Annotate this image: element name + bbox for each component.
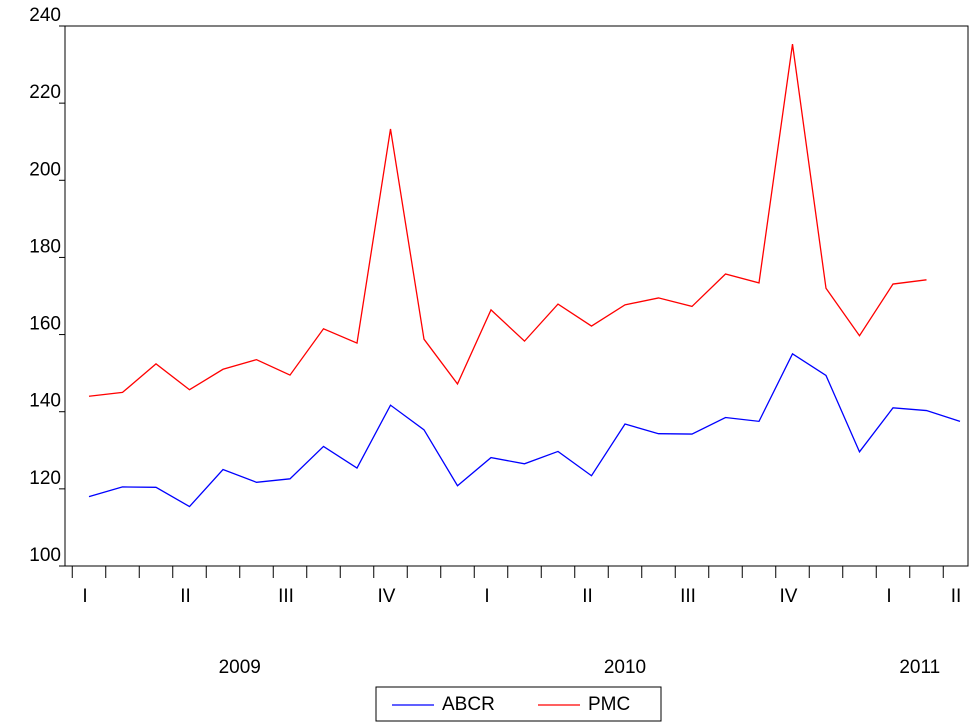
y-tick-label: 220	[29, 82, 61, 103]
year-label: 2009	[219, 657, 261, 678]
series-line	[88, 352, 961, 508]
x-tick-label: III	[278, 586, 294, 607]
x-tick-label: I	[484, 586, 489, 607]
y-tick-label: 180	[29, 236, 61, 257]
y-tick-label: 100	[29, 545, 61, 566]
x-tick-label: I	[886, 586, 891, 607]
x-tick-label: III	[680, 586, 696, 607]
x-tick-label: II	[582, 586, 593, 607]
x-tick-label: II	[951, 586, 962, 607]
year-label: 2010	[604, 657, 646, 678]
y-tick-label: 120	[29, 468, 61, 489]
legend-box	[375, 686, 662, 722]
y-tick-label: 160	[29, 314, 61, 335]
year-label: 2011	[899, 657, 940, 678]
y-tick-label: 140	[29, 391, 61, 412]
x-tick-label: II	[180, 586, 191, 607]
series-line	[88, 44, 927, 397]
y-tick-label: 200	[29, 159, 61, 180]
legend-label: ABCR	[442, 694, 495, 715]
x-tick-label: IV	[378, 586, 396, 607]
y-tick-label: 240	[29, 5, 61, 26]
x-tick-label: I	[82, 586, 87, 607]
legend-label: PMC	[588, 694, 630, 715]
plot-frame	[64, 25, 969, 567]
x-tick-label: IV	[780, 586, 798, 607]
